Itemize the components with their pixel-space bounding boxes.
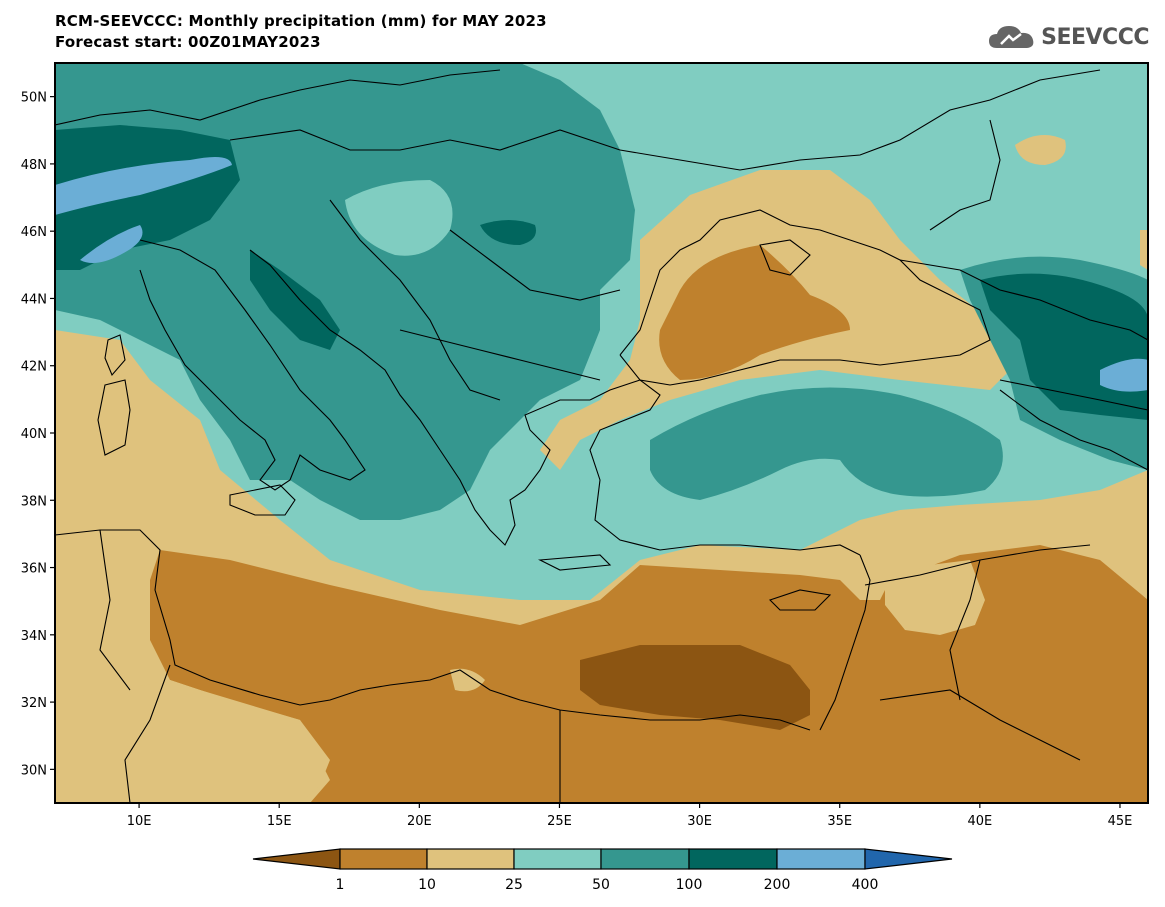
colorbar-lt1 <box>252 848 341 870</box>
lat-label: 34N <box>21 629 47 644</box>
cloud-icon <box>989 26 1034 48</box>
lat-label: 48N <box>21 158 47 173</box>
turkey-east-border <box>999 389 1148 471</box>
colorbar-25-50 <box>513 848 602 870</box>
lon-label: 30E <box>687 814 712 829</box>
lat-label: 32N <box>21 696 47 711</box>
lon-label: 10E <box>127 814 152 829</box>
field-10-25-levant <box>885 560 985 635</box>
field-10-25-libya-coast <box>450 668 485 692</box>
lat-label: 30N <box>21 763 47 778</box>
lon-label: 20E <box>407 814 432 829</box>
colorbar-label: 1 <box>336 877 345 893</box>
field-200-400-alps <box>55 156 232 215</box>
field-50-100-anatolia <box>650 387 1003 500</box>
logo-text: SEEVCCC <box>1041 24 1149 50</box>
greece-coast <box>439 399 590 546</box>
precipitation-field <box>55 63 1148 803</box>
lat-label: 50N <box>21 91 47 106</box>
lat-label: 42N <box>21 360 47 375</box>
field-lt1-egypt <box>580 645 810 730</box>
field-1-10-blacksea <box>659 245 850 380</box>
latitude-axis: 50N 48N 46N 44N 42N 40N 38N 36N 34N 32N 30N <box>21 91 55 778</box>
colorbar <box>252 848 953 870</box>
lat-label: 36N <box>21 562 47 577</box>
libya-tunisia-border <box>124 664 171 803</box>
turkey-coast <box>589 379 861 556</box>
field-10-25-east <box>1140 230 1148 270</box>
colorbar-label: 25 <box>505 877 523 893</box>
field-200-400-georgia <box>1100 358 1148 392</box>
lon-label: 45E <box>1108 814 1133 829</box>
forecast-start-subtitle: Forecast start: 00Z01MAY2023 <box>55 33 321 51</box>
crete-coast <box>537 554 612 571</box>
levant-coast <box>819 554 871 731</box>
colorbar-100-200 <box>688 848 778 870</box>
lat-label: 44N <box>21 292 47 307</box>
sicily-coast <box>229 484 296 516</box>
adriatic-east-coast <box>249 249 441 451</box>
balkan-borders <box>229 129 621 401</box>
field-100-200-dinarides <box>250 250 340 350</box>
lon-label: 25E <box>547 814 572 829</box>
map-title: RCM-SEEVCCC: Monthly precipitation (mm) … <box>55 12 547 30</box>
longitude-axis: 10E 15E 20E 25E 30E 35E 40E 45E <box>127 803 1133 829</box>
italy-coast <box>139 239 366 491</box>
crimea-coast <box>759 239 811 276</box>
colorbar-label: 100 <box>676 877 703 893</box>
cyprus-coast <box>768 589 832 611</box>
colorbar-label: 50 <box>592 877 610 893</box>
lon-label: 35E <box>827 814 852 829</box>
lat-label: 38N <box>21 494 47 509</box>
lon-label: 40E <box>967 814 992 829</box>
colorbar-label: 400 <box>852 877 879 893</box>
colorbar-200-400 <box>776 848 866 870</box>
field-100-200-carpathians <box>480 220 536 245</box>
central-europe-borders <box>55 69 1101 171</box>
colorbar-10-25 <box>426 848 515 870</box>
field-10-25-ukraine <box>1015 135 1066 165</box>
coastlines <box>55 69 1148 803</box>
lon-label: 15E <box>267 814 292 829</box>
africa-coast <box>55 529 811 731</box>
iraq-jordan-border <box>879 689 1081 761</box>
colorbar-1-10 <box>339 848 428 870</box>
seevccc-logo: SEEVCCC <box>987 22 1149 52</box>
field-200-400-alps-2 <box>80 225 143 264</box>
colorbar-label: 10 <box>418 877 436 893</box>
blacksea-coast <box>619 209 991 386</box>
colorbar-gt400 <box>864 848 953 870</box>
colorbar-labels: 1 10 25 50 100 200 400 <box>336 877 879 893</box>
caucasus-borders <box>899 119 1148 411</box>
colorbar-label: 200 <box>764 877 791 893</box>
syria-iraq-border <box>949 559 981 701</box>
corsica-coast <box>104 334 126 377</box>
sardinia-coast <box>97 379 131 456</box>
field-25-50-hungary <box>345 180 453 256</box>
field-10-25-libya-west <box>55 680 330 803</box>
lat-label: 46N <box>21 225 47 240</box>
algeria-tunisia-border <box>99 529 131 691</box>
colorbar-50-100 <box>600 848 690 870</box>
lat-label: 40N <box>21 427 47 442</box>
